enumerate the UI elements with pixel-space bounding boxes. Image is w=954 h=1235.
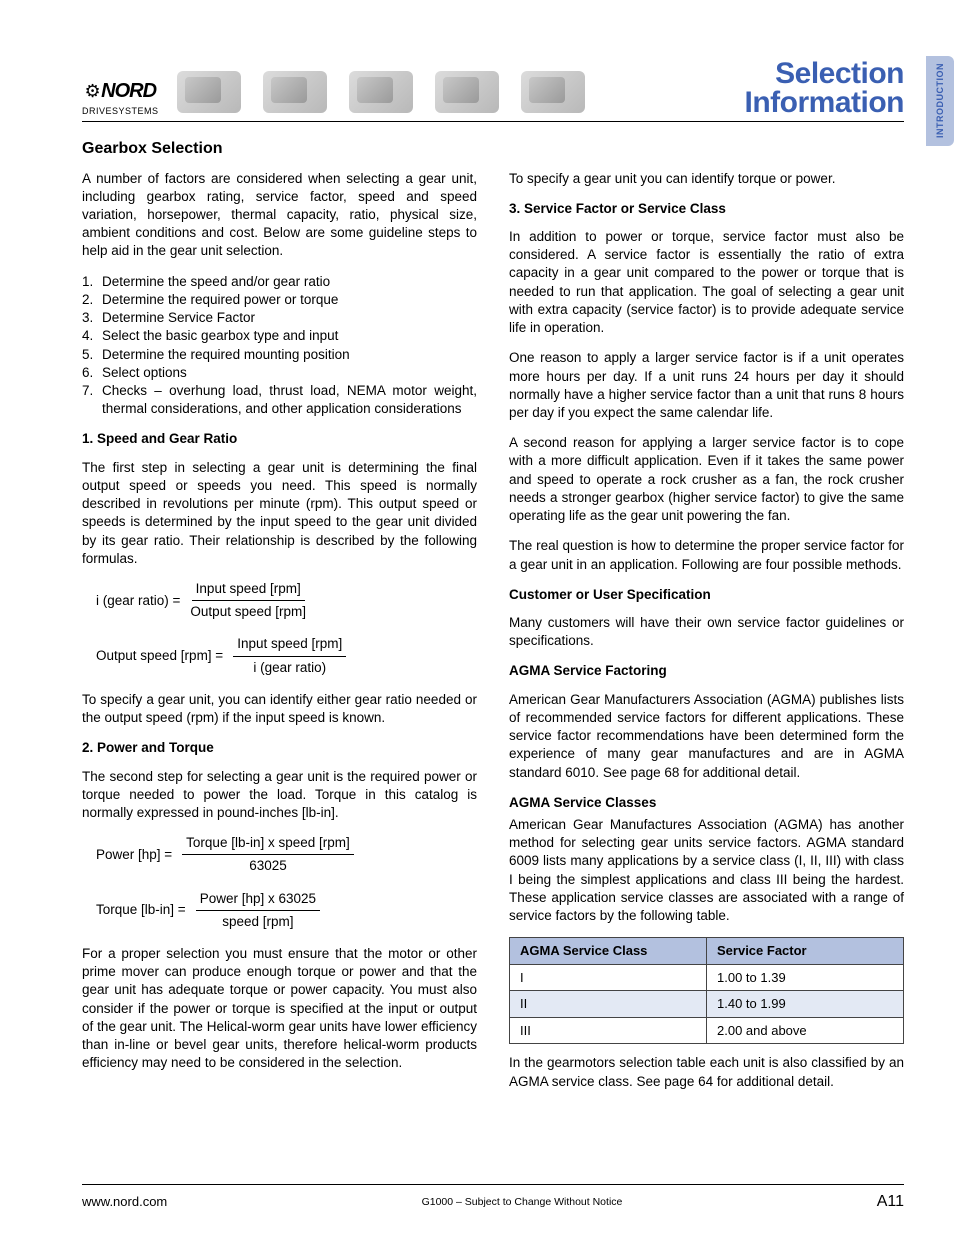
gearbox-thumb xyxy=(521,71,585,113)
table-header: Service Factor xyxy=(707,938,904,965)
footer-notice: G1000 – Subject to Change Without Notice xyxy=(422,1195,623,1209)
page-number: A11 xyxy=(877,1191,904,1213)
paragraph-power: The second step for selecting a gear uni… xyxy=(82,768,477,823)
step-item: Determine Service Factor xyxy=(102,309,255,327)
gearbox-thumb xyxy=(435,71,499,113)
brand-name: NORD xyxy=(101,80,156,102)
table-row: I 1.00 to 1.39 xyxy=(510,964,904,991)
formula-lhs: Power [hp] = xyxy=(96,846,172,864)
formula-lhs: i (gear ratio) = xyxy=(96,592,180,610)
step-item: Determine the required mounting position xyxy=(102,346,350,364)
left-column: A number of factors are considered when … xyxy=(82,170,477,1103)
formula-lhs: Torque [lb-in] = xyxy=(96,901,186,919)
side-tab-introduction: INTRODUCTION xyxy=(926,56,954,146)
paragraph-speed: The first step in selecting a gear unit … xyxy=(82,459,477,568)
section-heading: Gearbox Selection xyxy=(82,138,904,160)
formula-numerator: Power [hp] x 63025 xyxy=(196,890,320,911)
paragraph-customer-spec: Many customers will have their own servi… xyxy=(509,614,904,650)
formula-denominator: 63025 xyxy=(249,855,287,875)
heading-agma-factoring: AGMA Service Factoring xyxy=(509,662,904,680)
title-line1: Selection xyxy=(745,60,905,89)
formula-gear-ratio: i (gear ratio) = Input speed [rpm]Output… xyxy=(96,580,477,621)
selection-steps: 1.Determine the speed and/or gear ratio … xyxy=(82,273,477,419)
paragraph-power2: For a proper selection you must ensure t… xyxy=(82,945,477,1073)
formula-power: Power [hp] = Torque [lb-in] x speed [rpm… xyxy=(96,834,477,875)
formula-lhs: Output speed [rpm] = xyxy=(96,647,223,665)
formula-torque: Torque [lb-in] = Power [hp] x 63025speed… xyxy=(96,890,477,931)
table-cell: II xyxy=(510,991,707,1018)
heading-customer-spec: Customer or User Specification xyxy=(509,586,904,604)
formula-numerator: Input speed [rpm] xyxy=(192,580,305,601)
heading-power: 2. Power and Torque xyxy=(82,739,477,757)
table-cell: 1.40 to 1.99 xyxy=(707,991,904,1018)
brand-logo: ⚙NORD DRIVESYSTEMS xyxy=(82,78,159,117)
paragraph-speed2: To specify a gear unit, you can identify… xyxy=(82,691,477,727)
gearbox-thumb xyxy=(349,71,413,113)
paragraph-agma-factoring: American Gear Manufacturers Association … xyxy=(509,691,904,782)
table-row: II 1.40 to 1.99 xyxy=(510,991,904,1018)
heading-agma-classes: AGMA Service Classes xyxy=(509,794,904,812)
step-item: Select options xyxy=(102,364,187,382)
table-cell: 2.00 and above xyxy=(707,1017,904,1044)
step-item: Checks – overhung load, thrust load, NEM… xyxy=(102,382,477,418)
gearbox-thumb xyxy=(177,71,241,113)
formula-denominator: i (gear ratio) xyxy=(253,657,326,677)
intro-paragraph: A number of factors are considered when … xyxy=(82,170,477,261)
paragraph-agma-classes: American Gear Manufactures Association (… xyxy=(509,816,904,925)
formula-numerator: Input speed [rpm] xyxy=(233,635,346,656)
paragraph-sf1: In addition to power or torque, service … xyxy=(509,228,904,337)
table-cell: III xyxy=(510,1017,707,1044)
formula-numerator: Torque [lb-in] x speed [rpm] xyxy=(182,834,354,855)
paragraph-after-table: In the gearmotors selection table each u… xyxy=(509,1054,904,1090)
right-column: To specify a gear unit you can identify … xyxy=(509,170,904,1103)
table-cell: 1.00 to 1.39 xyxy=(707,964,904,991)
paragraph-sf4: The real question is how to determine th… xyxy=(509,537,904,573)
paragraph-specify: To specify a gear unit you can identify … xyxy=(509,170,904,188)
table-row: III 2.00 and above xyxy=(510,1017,904,1044)
step-item: Determine the speed and/or gear ratio xyxy=(102,273,330,291)
table-cell: I xyxy=(510,964,707,991)
gearbox-thumb xyxy=(263,71,327,113)
formula-output-speed: Output speed [rpm] = Input speed [rpm]i … xyxy=(96,635,477,676)
brand-subtitle: DRIVESYSTEMS xyxy=(82,105,159,117)
page-footer: www.nord.com G1000 – Subject to Change W… xyxy=(82,1184,904,1213)
formula-denominator: Output speed [rpm] xyxy=(190,601,306,621)
agma-table: AGMA Service Class Service Factor I 1.00… xyxy=(509,937,904,1044)
heading-speed: 1. Speed and Gear Ratio xyxy=(82,430,477,448)
formula-denominator: speed [rpm] xyxy=(222,911,293,931)
page-title: Selection Information xyxy=(745,60,905,117)
page-header: ⚙NORD DRIVESYSTEMS Selection Information xyxy=(82,60,904,122)
table-header: AGMA Service Class xyxy=(510,938,707,965)
paragraph-sf2: One reason to apply a larger service fac… xyxy=(509,349,904,422)
paragraph-sf3: A second reason for applying a larger se… xyxy=(509,434,904,525)
footer-url: www.nord.com xyxy=(82,1193,167,1211)
step-item: Select the basic gearbox type and input xyxy=(102,327,338,345)
heading-service-factor: 3. Service Factor or Service Class xyxy=(509,200,904,218)
step-item: Determine the required power or torque xyxy=(102,291,338,309)
product-thumbnails xyxy=(177,71,585,113)
title-line2: Information xyxy=(745,89,905,118)
